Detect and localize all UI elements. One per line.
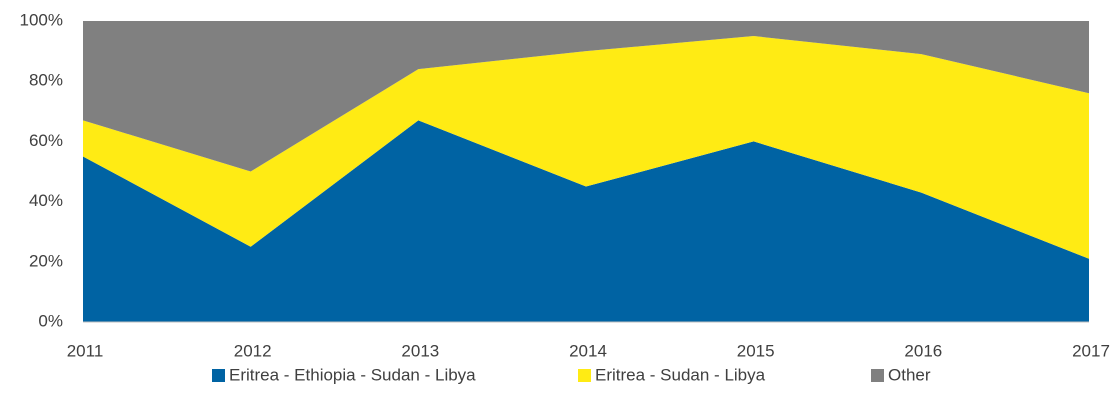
y-tick-label: 0% — [38, 311, 63, 330]
x-tick-label: 2017 — [1072, 341, 1110, 360]
y-tick-label: 40% — [29, 191, 63, 210]
legend-label: Eritrea - Ethiopia - Sudan - Libya — [229, 365, 476, 384]
y-tick-label: 60% — [29, 131, 63, 150]
x-tick-label: 2013 — [401, 341, 439, 360]
x-tick-label: 2016 — [904, 341, 942, 360]
x-tick-label: 2011 — [67, 341, 104, 360]
x-tick-label: 2015 — [737, 341, 775, 360]
x-tick-label: 2012 — [234, 341, 272, 360]
area — [83, 36, 1089, 259]
x-tick-label: 2014 — [569, 341, 607, 360]
area — [83, 120, 1089, 322]
y-tick-label: 80% — [29, 71, 63, 90]
legend-swatch — [871, 369, 884, 382]
legend-label: Eritrea - Sudan - Libya — [595, 365, 766, 384]
legend-swatch — [212, 369, 225, 382]
area — [83, 21, 1089, 172]
y-tick-label: 100% — [20, 10, 63, 29]
y-tick-label: 20% — [29, 251, 63, 270]
legend-label: Other — [888, 365, 931, 384]
legend-swatch — [578, 369, 591, 382]
